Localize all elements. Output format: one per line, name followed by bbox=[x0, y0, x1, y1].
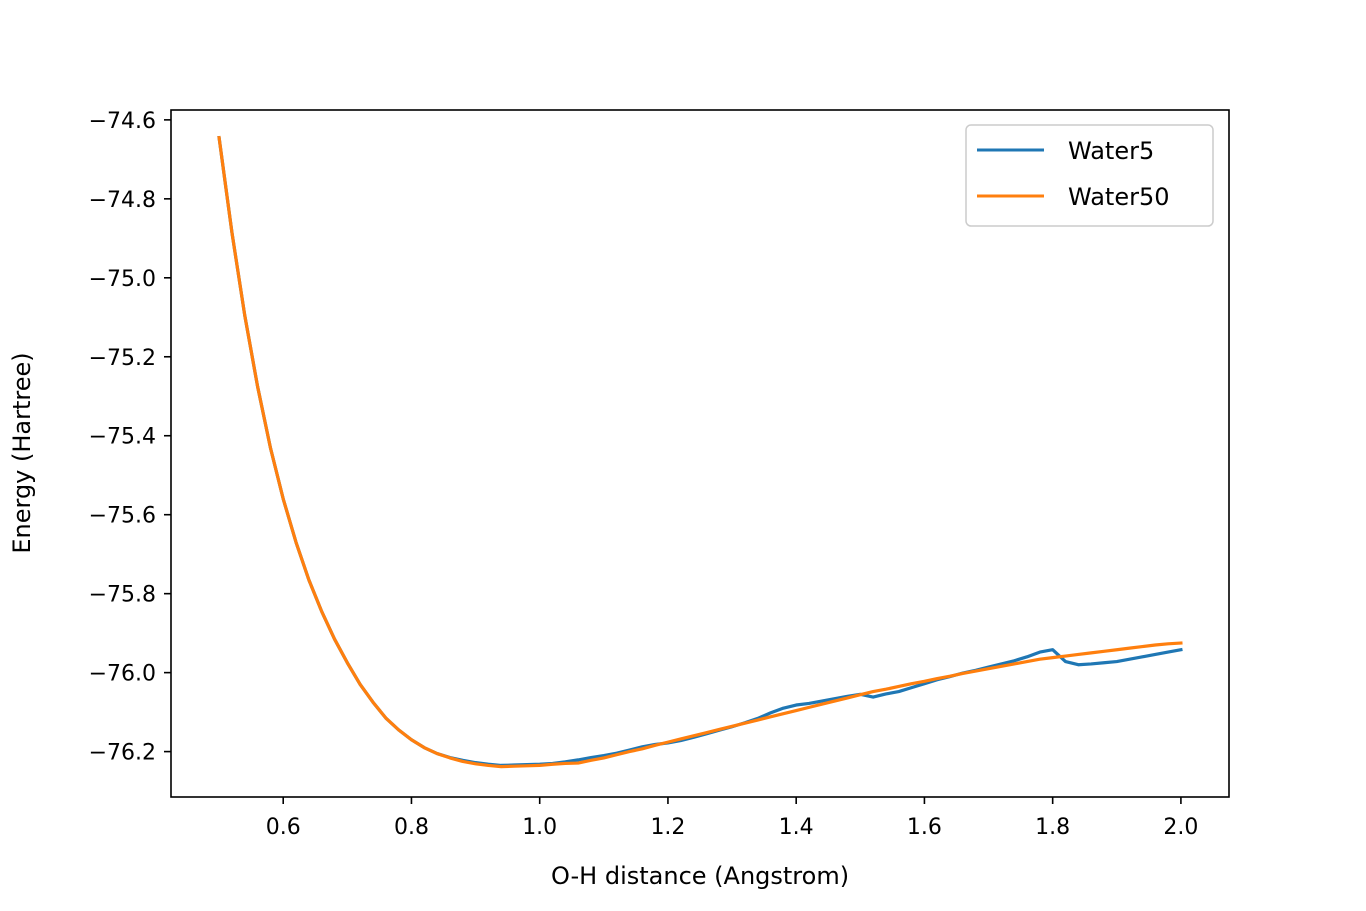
y-tick-label: −74.8 bbox=[89, 188, 156, 213]
legend-label-water5: Water5 bbox=[1068, 137, 1154, 165]
x-tick-label: 2.0 bbox=[1163, 815, 1198, 840]
legend-label-water50: Water50 bbox=[1068, 183, 1169, 211]
y-tick-label: −75.0 bbox=[89, 267, 156, 292]
x-tick-label: 1.6 bbox=[907, 815, 942, 840]
y-axis: −74.6 −74.8 −75.0 −75.2 −75.4 −75.6 −75.8 −76.0… bbox=[89, 109, 171, 766]
series-line-water50 bbox=[217, 135, 1183, 769]
y-tick-label: −76.0 bbox=[89, 662, 156, 687]
y-tick-label: −75.6 bbox=[89, 504, 156, 529]
x-tick-label: 0.6 bbox=[266, 815, 301, 840]
y-tick-label: −76.2 bbox=[89, 741, 156, 766]
plot-frame bbox=[170, 109, 1230, 798]
y-tick-label: −75.2 bbox=[89, 346, 156, 371]
x-tick-label: 1.2 bbox=[650, 815, 685, 840]
x-tick-label: 0.8 bbox=[394, 815, 429, 840]
x-tick-label: 1.0 bbox=[522, 815, 557, 840]
y-tick-label: −75.4 bbox=[89, 425, 156, 450]
y-axis-label: Energy (Hartree) bbox=[8, 352, 36, 553]
y-tick-label: −75.8 bbox=[89, 583, 156, 608]
legend: Water5 Water50 bbox=[965, 124, 1214, 227]
x-tick-label: 1.4 bbox=[779, 815, 814, 840]
y-tick-label: −74.6 bbox=[89, 109, 156, 134]
series-layer bbox=[217, 135, 1183, 769]
x-axis: 0.6 0.8 1.0 1.2 1.4 1.6 1.8 2.0 bbox=[266, 797, 1198, 840]
x-axis-label: O-H distance (Angstrom) bbox=[551, 862, 849, 890]
x-tick-label: 1.8 bbox=[1035, 815, 1070, 840]
